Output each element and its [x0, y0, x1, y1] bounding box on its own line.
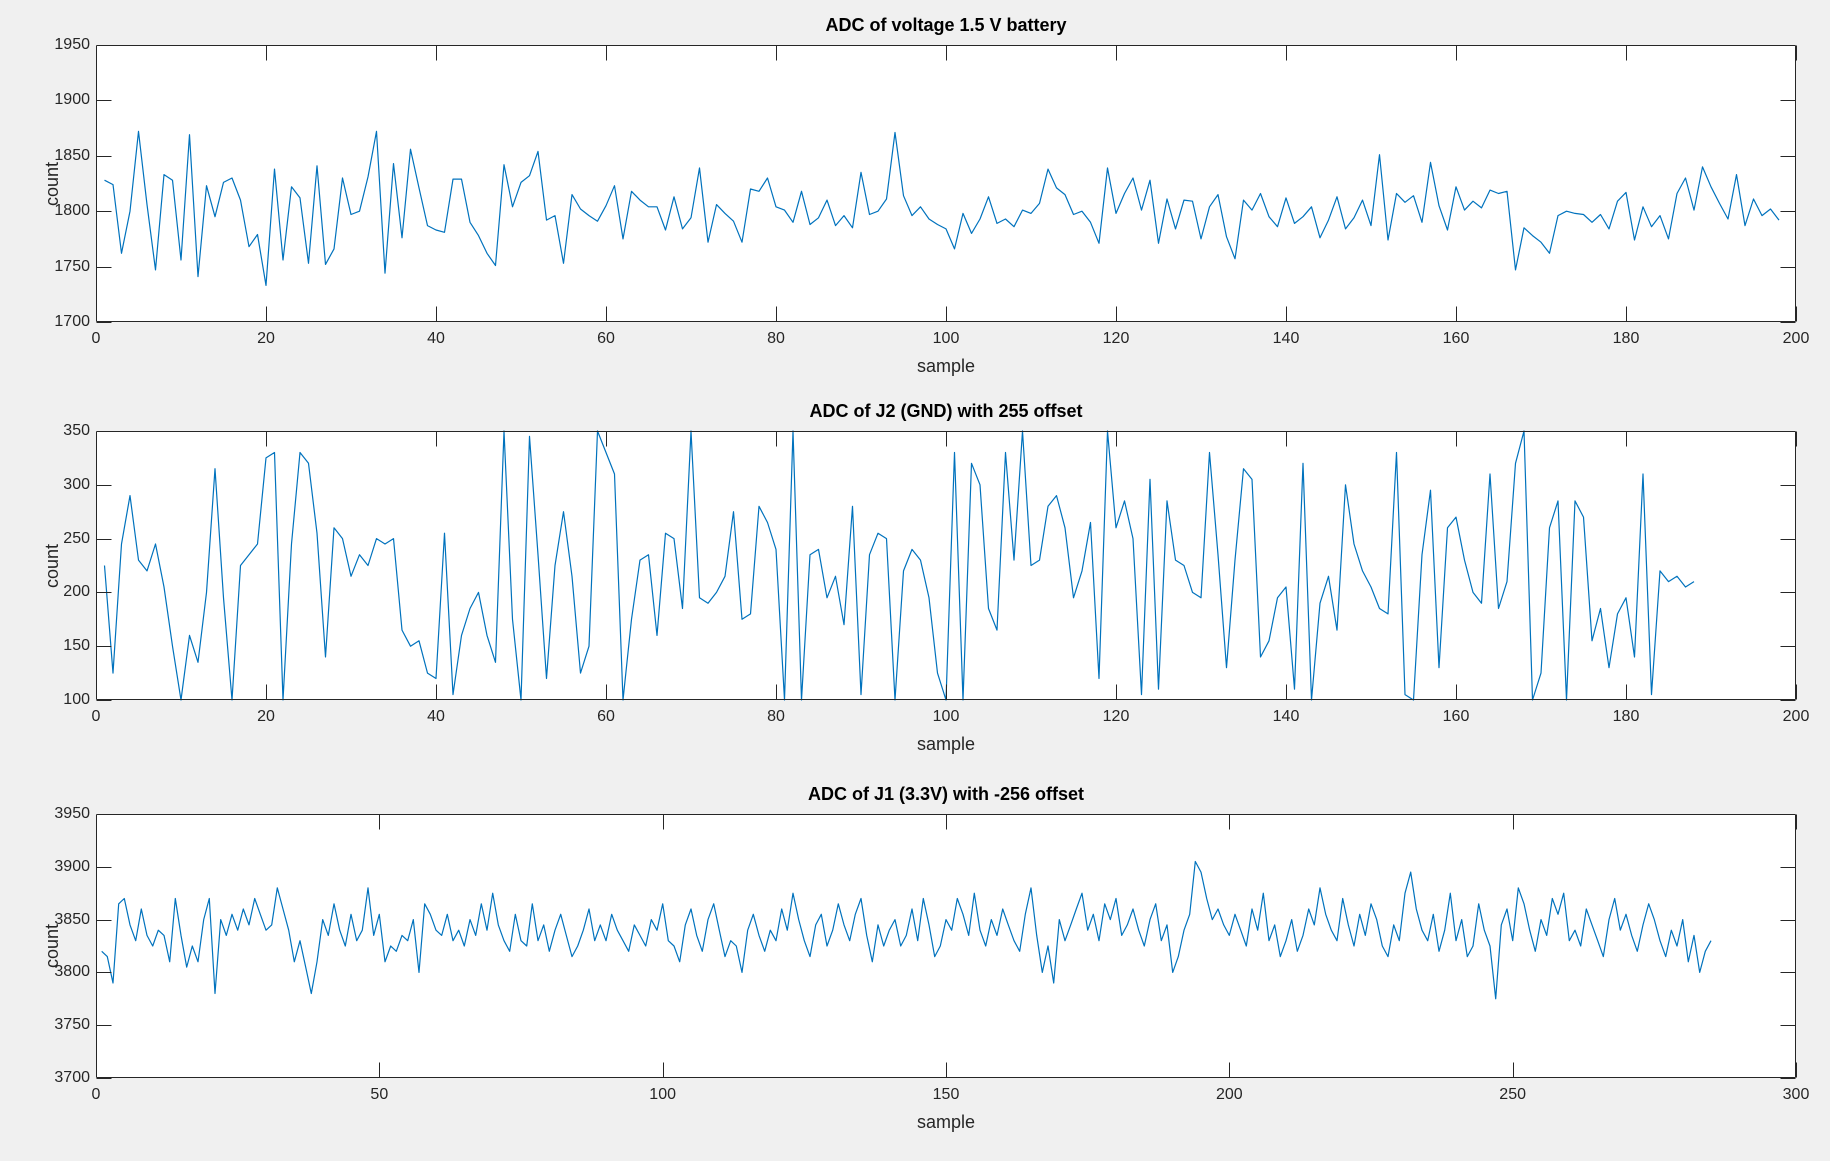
- y-axis-label: count: [42, 161, 62, 206]
- plot-svg-2: [96, 430, 1797, 701]
- y-tick-label: 3700: [54, 1069, 90, 1086]
- x-tick-label: 20: [257, 708, 275, 725]
- x-tick-label: 180: [1612, 330, 1640, 347]
- x-axis-label: sample: [916, 734, 976, 754]
- plot-title: ADC of voltage 1.5 V battery: [825, 15, 1067, 35]
- x-tick-label: 100: [932, 708, 960, 725]
- x-tick-label: 200: [1782, 330, 1810, 347]
- x-axis-label: sample: [916, 356, 976, 376]
- x-axis-label: sample: [916, 1112, 976, 1132]
- y-tick-label: 300: [63, 475, 90, 493]
- plot-area: [96, 45, 1797, 323]
- x-tick-label: 50: [370, 1086, 389, 1103]
- plot-area: [96, 430, 1797, 701]
- y-axis-label: count: [42, 923, 62, 969]
- x-tick-label: 40: [427, 330, 445, 347]
- x-tick-label: 60: [597, 708, 615, 725]
- y-tick-label: 1850: [54, 146, 90, 164]
- x-tick-label: 250: [1499, 1086, 1526, 1103]
- plot-title: ADC of J1 (3.3V) with -256 offset: [807, 784, 1085, 804]
- x-tick-label: 300: [1782, 1086, 1810, 1103]
- y-tick-label: 1900: [54, 91, 90, 109]
- x-tick-label: 140: [1272, 708, 1300, 725]
- x-tick-label: 120: [1102, 330, 1130, 347]
- x-tick-label: 150: [932, 1086, 960, 1103]
- plot-svg-1: [96, 45, 1797, 323]
- x-tick-label: 140: [1272, 330, 1300, 347]
- x-tick-label: 60: [597, 330, 615, 347]
- x-tick-label: 100: [932, 330, 960, 347]
- plot-title: ADC of J2 (GND) with 255 offset: [809, 401, 1083, 421]
- x-tick-label: 0: [91, 330, 101, 347]
- x-tick-label: 0: [91, 1086, 101, 1103]
- y-tick-label: 3800: [54, 963, 90, 981]
- y-tick-label: 200: [63, 583, 90, 601]
- x-tick-label: 80: [767, 708, 785, 725]
- y-tick-label: 1800: [54, 202, 90, 220]
- y-tick-label: 3900: [54, 857, 90, 875]
- plot-svg-3: [96, 814, 1797, 1079]
- x-tick-label: 200: [1215, 1086, 1243, 1103]
- x-tick-label: 100: [649, 1086, 676, 1103]
- y-tick-label: 150: [63, 637, 90, 655]
- y-tick-label: 250: [63, 529, 90, 547]
- x-tick-label: 160: [1442, 330, 1470, 347]
- x-tick-label: 0: [91, 708, 101, 725]
- x-tick-label: 40: [427, 708, 445, 725]
- y-tick-label: 1700: [54, 313, 90, 330]
- y-tick-label: 1750: [54, 257, 90, 275]
- y-tick-label: 100: [63, 691, 90, 708]
- y-tick-label: 3950: [54, 805, 90, 822]
- x-tick-label: 80: [767, 330, 785, 347]
- y-tick-label: 3750: [54, 1016, 90, 1034]
- x-tick-label: 20: [257, 330, 275, 347]
- y-tick-label: 350: [63, 422, 90, 439]
- plot-area: [96, 814, 1797, 1079]
- y-tick-label: 3850: [54, 910, 90, 928]
- y-axis-label: count: [42, 543, 62, 588]
- x-tick-label: 200: [1782, 708, 1810, 725]
- y-tick-label: 1950: [54, 36, 90, 53]
- x-tick-label: 180: [1612, 708, 1640, 725]
- x-tick-label: 120: [1102, 708, 1130, 725]
- x-tick-label: 160: [1442, 708, 1470, 725]
